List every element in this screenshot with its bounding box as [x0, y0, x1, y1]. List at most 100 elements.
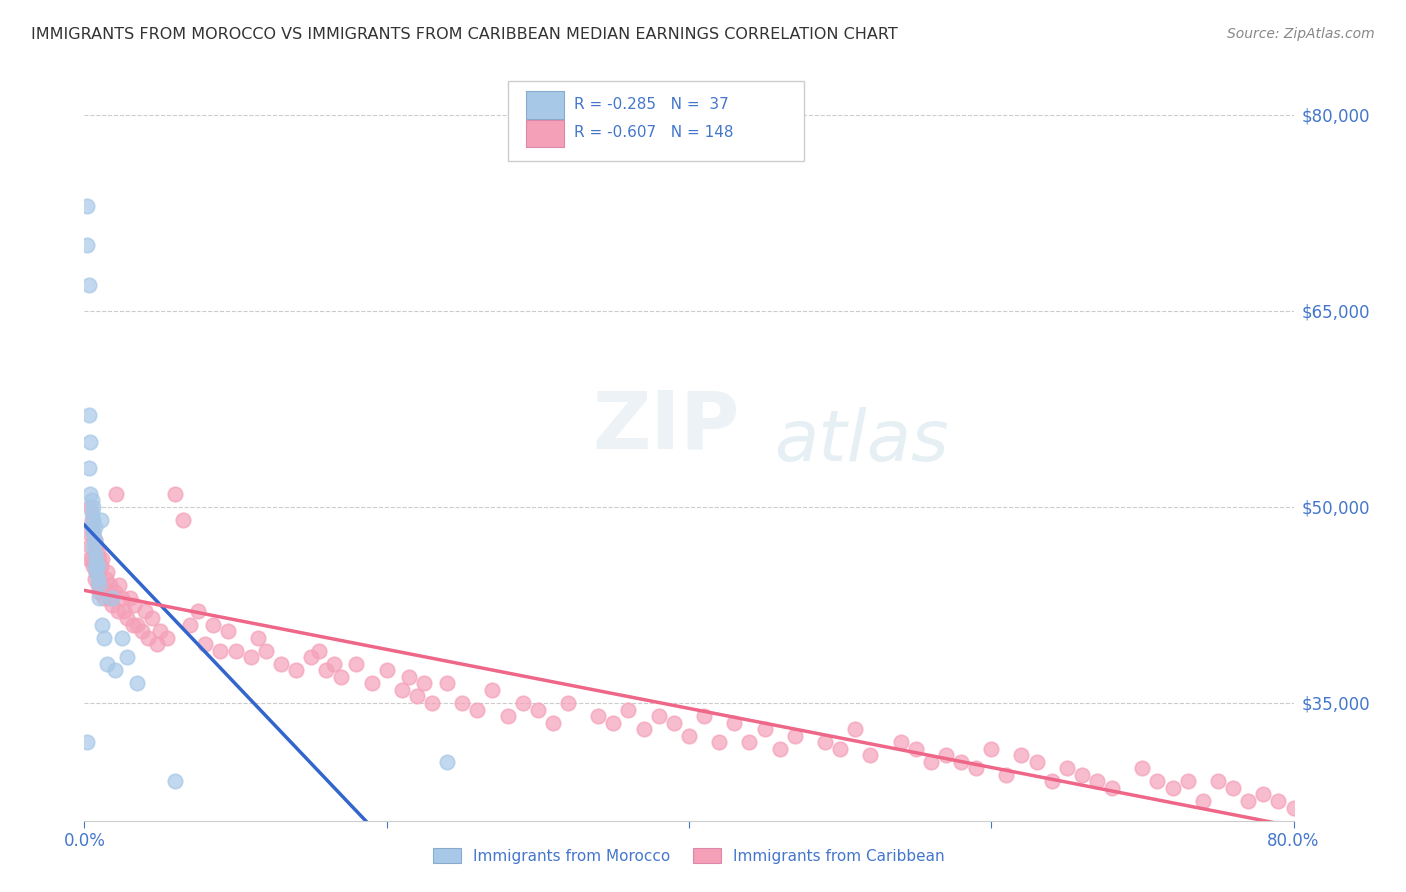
- Point: [783, 729, 806, 743]
- Point: [308, 643, 330, 657]
- Point: [89, 585, 111, 599]
- Point: [935, 748, 957, 763]
- Point: [315, 663, 337, 677]
- Point: [82, 526, 104, 541]
- Point: [82, 500, 104, 514]
- Point: [1192, 794, 1215, 808]
- Point: [77, 277, 100, 292]
- Point: [118, 591, 141, 606]
- Point: [662, 715, 685, 730]
- Point: [121, 617, 143, 632]
- Point: [1161, 780, 1184, 795]
- Point: [247, 631, 270, 645]
- Point: [115, 611, 138, 625]
- Point: [709, 735, 731, 749]
- Point: [1313, 800, 1336, 814]
- Point: [90, 513, 112, 527]
- Point: [527, 702, 550, 716]
- Point: [617, 702, 640, 716]
- Point: [91, 617, 114, 632]
- Point: [127, 676, 149, 690]
- Point: [91, 552, 114, 566]
- Point: [467, 702, 489, 716]
- Point: [98, 578, 121, 592]
- Point: [89, 591, 111, 606]
- Point: [239, 650, 262, 665]
- Point: [86, 566, 108, 580]
- Point: [87, 572, 110, 586]
- Point: [1282, 800, 1305, 814]
- Point: [1177, 774, 1199, 789]
- Point: [89, 578, 111, 592]
- Point: [299, 650, 322, 665]
- Point: [111, 591, 134, 606]
- Point: [844, 722, 866, 736]
- FancyBboxPatch shape: [526, 120, 564, 147]
- Point: [91, 578, 114, 592]
- Point: [79, 487, 101, 501]
- Point: [165, 487, 187, 501]
- Point: [1130, 761, 1153, 775]
- Point: [96, 566, 118, 580]
- Legend: Immigrants from Morocco, Immigrants from Caribbean: Immigrants from Morocco, Immigrants from…: [427, 842, 950, 870]
- Point: [1267, 794, 1289, 808]
- Point: [136, 631, 159, 645]
- Point: [90, 558, 112, 573]
- Point: [254, 643, 277, 657]
- Point: [436, 755, 458, 769]
- Point: [1253, 788, 1275, 802]
- Point: [141, 611, 163, 625]
- Point: [769, 741, 792, 756]
- Point: [995, 768, 1018, 782]
- Point: [108, 578, 131, 592]
- Point: [77, 552, 100, 566]
- Point: [79, 500, 101, 514]
- Point: [557, 696, 579, 710]
- Point: [84, 572, 107, 586]
- Point: [134, 605, 156, 619]
- Point: [496, 709, 519, 723]
- Point: [127, 617, 149, 632]
- Point: [76, 238, 98, 252]
- Point: [814, 735, 837, 749]
- Point: [149, 624, 172, 639]
- Point: [346, 657, 368, 671]
- Point: [1011, 748, 1033, 763]
- Point: [648, 709, 671, 723]
- Point: [77, 460, 100, 475]
- Point: [398, 670, 420, 684]
- Point: [100, 598, 122, 612]
- Point: [82, 539, 104, 553]
- Point: [80, 552, 103, 566]
- Point: [84, 552, 107, 566]
- Point: [1056, 761, 1078, 775]
- Point: [436, 676, 458, 690]
- Point: [77, 409, 100, 423]
- Point: [1298, 780, 1320, 795]
- Point: [950, 755, 973, 769]
- Point: [84, 558, 107, 573]
- Point: [156, 631, 179, 645]
- Point: [172, 513, 194, 527]
- Text: Source: ZipAtlas.com: Source: ZipAtlas.com: [1227, 27, 1375, 41]
- Point: [391, 682, 413, 697]
- Point: [94, 572, 117, 586]
- FancyBboxPatch shape: [526, 91, 564, 119]
- Point: [360, 676, 382, 690]
- Point: [111, 631, 134, 645]
- Point: [1101, 780, 1123, 795]
- Point: [89, 552, 111, 566]
- Point: [1040, 774, 1063, 789]
- Point: [87, 578, 110, 592]
- Point: [97, 591, 120, 606]
- Point: [346, 866, 368, 880]
- Point: [270, 657, 292, 671]
- Point: [107, 605, 129, 619]
- Point: [80, 519, 103, 533]
- Point: [451, 696, 474, 710]
- Point: [541, 715, 564, 730]
- Point: [146, 637, 169, 651]
- Point: [76, 735, 98, 749]
- Point: [588, 709, 610, 723]
- Point: [82, 513, 104, 527]
